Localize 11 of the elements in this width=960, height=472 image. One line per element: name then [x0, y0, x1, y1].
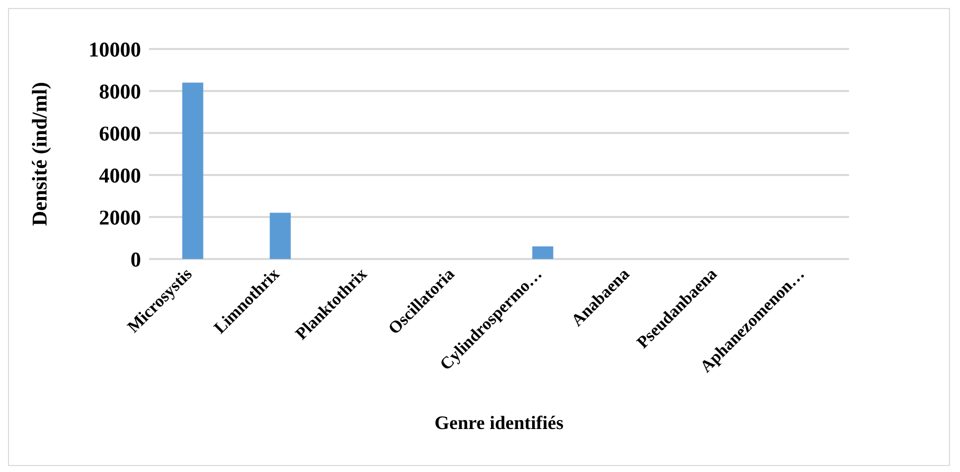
bar	[182, 82, 204, 259]
bar	[270, 212, 291, 259]
bar	[532, 246, 554, 259]
y-tick-label: 0	[130, 247, 141, 272]
y-axis-title: Densité (ind/ml)	[27, 82, 52, 226]
y-tick-label: 4000	[99, 163, 141, 188]
x-axis-title: Genre identifiés	[434, 413, 564, 434]
y-tick-label: 10000	[88, 37, 141, 62]
y-tick-label: 8000	[99, 79, 141, 104]
y-tick-label: 2000	[99, 205, 141, 230]
y-tick-label: 6000	[99, 121, 141, 146]
